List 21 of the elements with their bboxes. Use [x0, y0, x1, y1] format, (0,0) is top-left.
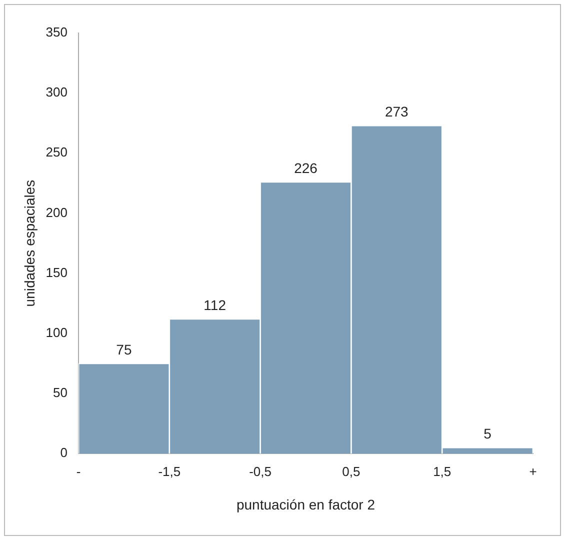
data-label: 273 — [384, 103, 409, 120]
x-tick-label: -1,5 — [158, 464, 181, 479]
y-tick-label: 200 — [46, 204, 68, 220]
data-label: 226 — [294, 160, 318, 176]
y-tick-label: 0 — [60, 445, 68, 460]
y-axis-title: unidades espaciales — [21, 180, 38, 307]
x-tick-label: + — [529, 464, 537, 479]
x-axis-title: puntuación en factor 2 — [236, 496, 376, 512]
y-tick-label: 50 — [53, 385, 68, 400]
x-tick-label: 1,5 — [433, 464, 452, 479]
x-tick-label: 0,5 — [342, 464, 360, 479]
y-tick-label: 150 — [46, 264, 68, 280]
y-tick-label: 250 — [46, 144, 68, 160]
x-tick-label: -0,5 — [249, 464, 272, 479]
y-tick-label: 350 — [46, 24, 68, 40]
x-tick-label: - — [76, 464, 81, 479]
y-tick-label: 300 — [46, 84, 68, 100]
y-tick-label: 100 — [46, 325, 68, 340]
data-label: 75 — [116, 341, 132, 358]
data-label: 5 — [484, 425, 492, 442]
data-label: 112 — [204, 296, 226, 313]
